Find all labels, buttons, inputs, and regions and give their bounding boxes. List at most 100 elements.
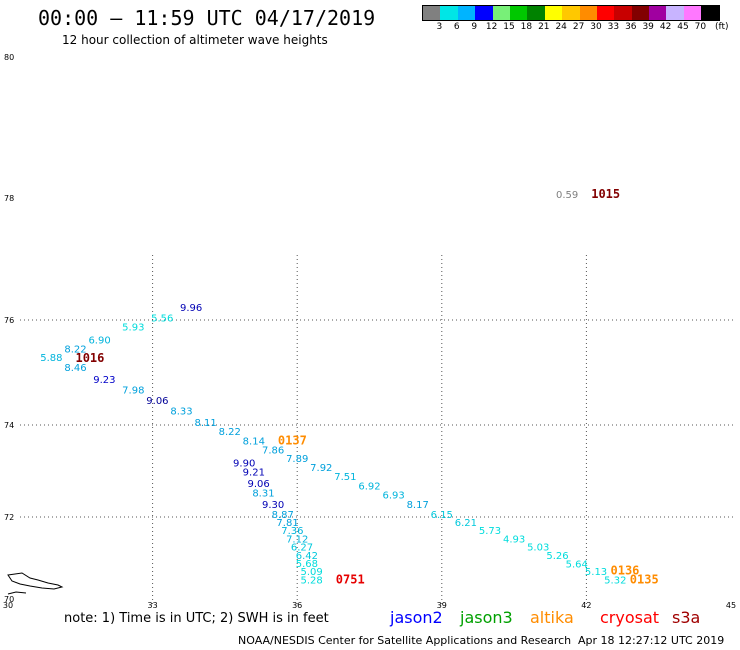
latitude-label: 70 bbox=[4, 595, 14, 604]
legend-label: 39 bbox=[642, 22, 654, 32]
wave-height-value: 7.12 bbox=[286, 534, 308, 545]
satellite-name: jason2 bbox=[390, 608, 443, 627]
latitude-label: 72 bbox=[4, 513, 14, 522]
wave-height-value: 8.14 bbox=[243, 436, 265, 447]
pass-time-label: 1015 bbox=[591, 187, 620, 201]
legend-swatch bbox=[701, 6, 719, 20]
wave-height-value: 5.28 bbox=[301, 575, 323, 586]
wave-height-value: 8.11 bbox=[194, 418, 216, 429]
longitude-label: 39 bbox=[437, 601, 447, 610]
wave-height-value: 9.06 bbox=[248, 479, 270, 490]
wave-height-value: 8.17 bbox=[407, 500, 429, 511]
wave-height-value: 8.87 bbox=[272, 510, 294, 521]
wave-height-value: 7.51 bbox=[334, 472, 356, 483]
legend-label: 18 bbox=[520, 22, 533, 32]
legend-swatch bbox=[457, 6, 476, 20]
footnote: note: 1) Time is in UTC; 2) SWH is in fe… bbox=[64, 611, 329, 626]
legend-swatch bbox=[544, 6, 563, 20]
wave-height-value: 7.92 bbox=[310, 463, 332, 474]
legend-label: 12 bbox=[485, 22, 498, 32]
legend-swatch bbox=[579, 6, 597, 20]
page-subtitle: 12 hour collection of altimeter wave hei… bbox=[62, 33, 328, 47]
satellite-name: altika bbox=[530, 608, 574, 627]
wave-height-value: 8.46 bbox=[64, 363, 86, 374]
wave-height-value: 9.96 bbox=[180, 303, 202, 314]
wave-height-value: 6.92 bbox=[358, 481, 380, 492]
legend-swatch bbox=[666, 6, 684, 20]
legend-swatch bbox=[509, 6, 528, 20]
wave-height-value: 6.21 bbox=[455, 518, 477, 529]
wave-height-value: 5.64 bbox=[566, 559, 588, 570]
legend-label: 21 bbox=[538, 22, 550, 32]
page-title: 00:00 – 11:59 UTC 04/17/2019 bbox=[38, 6, 376, 30]
legend-label: 6 bbox=[453, 22, 460, 32]
legend-swatch bbox=[614, 6, 632, 20]
legend-tick-labels: 3 6 9 12 15 18 21 24 27 30 33 36 39 42 45 70 bbox=[422, 22, 732, 34]
wave-height-value: 9.23 bbox=[93, 375, 115, 386]
wave-height-value: 8.22 bbox=[219, 427, 241, 438]
legend-swatch bbox=[527, 6, 545, 20]
legend-label: 24 bbox=[555, 22, 567, 32]
wave-height-value: 5.32 bbox=[604, 575, 626, 586]
pass-time-label: 1016 bbox=[75, 351, 104, 365]
wave-height-value: 5.09 bbox=[301, 567, 323, 578]
latitude-label: 74 bbox=[4, 421, 14, 430]
coastline bbox=[7, 572, 64, 590]
wave-height-value: 4.93 bbox=[503, 534, 525, 545]
latitude-label: 78 bbox=[4, 194, 14, 203]
wave-height-value: 7.36 bbox=[281, 526, 303, 537]
wave-height-value: 5.73 bbox=[479, 526, 501, 537]
legend-swatch bbox=[440, 6, 458, 20]
wave-height-value: 9.06 bbox=[146, 396, 168, 407]
legend-swatch bbox=[562, 6, 580, 20]
wave-height-value: 5.26 bbox=[546, 551, 568, 562]
legend-swatch bbox=[649, 6, 667, 20]
legend-label: 3 bbox=[436, 22, 443, 32]
longitude-label: 33 bbox=[148, 601, 158, 610]
legend-label: 27 bbox=[572, 22, 585, 32]
pass-time-label: 0137 bbox=[278, 433, 307, 447]
latitude-label: 80 bbox=[4, 53, 14, 62]
wave-height-value: 5.88 bbox=[40, 353, 62, 364]
legend-label: 15 bbox=[503, 22, 515, 32]
pass-time-label: 0751 bbox=[336, 572, 365, 586]
wave-height-value: 6.93 bbox=[382, 491, 404, 502]
wave-height-value: 9.30 bbox=[262, 500, 284, 511]
legend-label: 42 bbox=[659, 22, 672, 32]
legend-swatch bbox=[683, 6, 702, 20]
legend-swatch bbox=[423, 6, 441, 20]
pass-time-label: 0135 bbox=[630, 572, 659, 586]
wave-height-value: 6.27 bbox=[291, 543, 313, 554]
legend-swatch bbox=[475, 6, 493, 20]
wave-height-value: 8.22 bbox=[64, 345, 86, 356]
wave-height-value: 8.31 bbox=[252, 488, 274, 499]
longitude-label: 30 bbox=[3, 601, 13, 610]
legend-label: 9 bbox=[471, 22, 478, 32]
wave-height-value: 9.90 bbox=[233, 458, 255, 469]
wave-height-value: 5.56 bbox=[151, 314, 173, 325]
satellite-name: jason3 bbox=[460, 608, 513, 627]
legend-swatch bbox=[492, 6, 510, 20]
legend-label: 36 bbox=[625, 22, 637, 32]
legend-label: 70 bbox=[694, 22, 707, 32]
wave-height-value: 8.33 bbox=[170, 407, 192, 418]
credit-text: NOAA/NESDIS Center for Satellite Applica… bbox=[238, 634, 572, 647]
wave-height-value: 7.86 bbox=[262, 446, 284, 457]
wave-height-value: 6.42 bbox=[296, 551, 318, 562]
longitude-label: 42 bbox=[581, 601, 591, 610]
satellite-name: cryosat bbox=[600, 608, 660, 627]
legend-label: 30 bbox=[590, 22, 602, 32]
wave-height-value: 6.90 bbox=[88, 336, 110, 347]
pass-time-label: 0136 bbox=[611, 563, 640, 577]
wave-height-value: 7.81 bbox=[276, 518, 298, 529]
satellite-name: s3a bbox=[672, 608, 701, 627]
legend-unit: (ft) bbox=[715, 22, 729, 32]
wave-height-color-legend bbox=[422, 5, 720, 21]
legend-label: 33 bbox=[607, 22, 620, 32]
legend-swatch bbox=[596, 6, 615, 20]
wave-height-value: 6.15 bbox=[431, 510, 453, 521]
wave-height-value: 5.93 bbox=[122, 323, 144, 334]
wave-height-value: 5.03 bbox=[527, 543, 549, 554]
legend-swatch bbox=[631, 6, 650, 20]
